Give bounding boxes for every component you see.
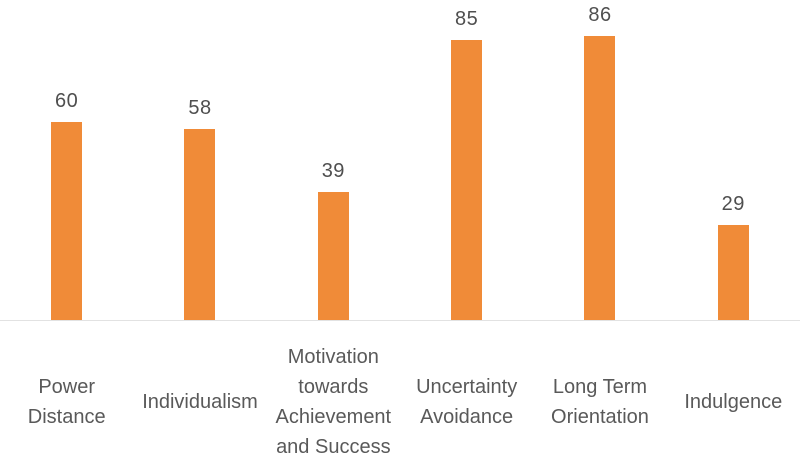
- bar-column-individualism: 58: [133, 0, 266, 321]
- x-axis-line: [0, 320, 800, 321]
- bar-value-label: 60: [55, 90, 79, 112]
- bar-uncertainty-avoidance: [451, 40, 483, 321]
- bar-column-motivation-towards-achievement-and-success: 39: [267, 0, 400, 321]
- category-label-individualism: Individualism: [142, 390, 258, 413]
- category-label-motivation-towards-achievement-and-success: Motivation towards Achievement and Succe…: [275, 345, 392, 458]
- bar-indulgence: [717, 225, 749, 321]
- plot-area: 60 58 39 85 86 29: [0, 0, 800, 321]
- bar-value-label: 39: [321, 160, 345, 182]
- category-label-uncertainty-avoidance: Uncertainty Avoidance: [416, 375, 518, 428]
- category-label-long-term-orientation: Long Term Orientation: [551, 375, 649, 428]
- bar-value-label: 86: [588, 4, 612, 26]
- category-label-power-distance: Power Distance: [27, 375, 106, 428]
- category-label-indulgence: Indulgence: [684, 390, 783, 413]
- bar-motivation-towards-achievement-and-success: [317, 192, 349, 321]
- bar-column-power-distance: 60: [0, 0, 133, 321]
- bar-column-uncertainty-avoidance: 85: [400, 0, 533, 321]
- bar-column-long-term-orientation: 86: [533, 0, 666, 321]
- bar-value-label: 85: [455, 8, 479, 30]
- bar-long-term-orientation: [584, 36, 616, 321]
- bar-individualism: [184, 129, 216, 321]
- bar-value-label: 29: [721, 193, 745, 215]
- bar-value-label: 58: [188, 97, 212, 119]
- bar-column-indulgence: 29: [667, 0, 800, 321]
- bar-power-distance: [51, 122, 83, 321]
- x-axis-labels: Power Distance Individualism Motivation to…: [0, 321, 800, 464]
